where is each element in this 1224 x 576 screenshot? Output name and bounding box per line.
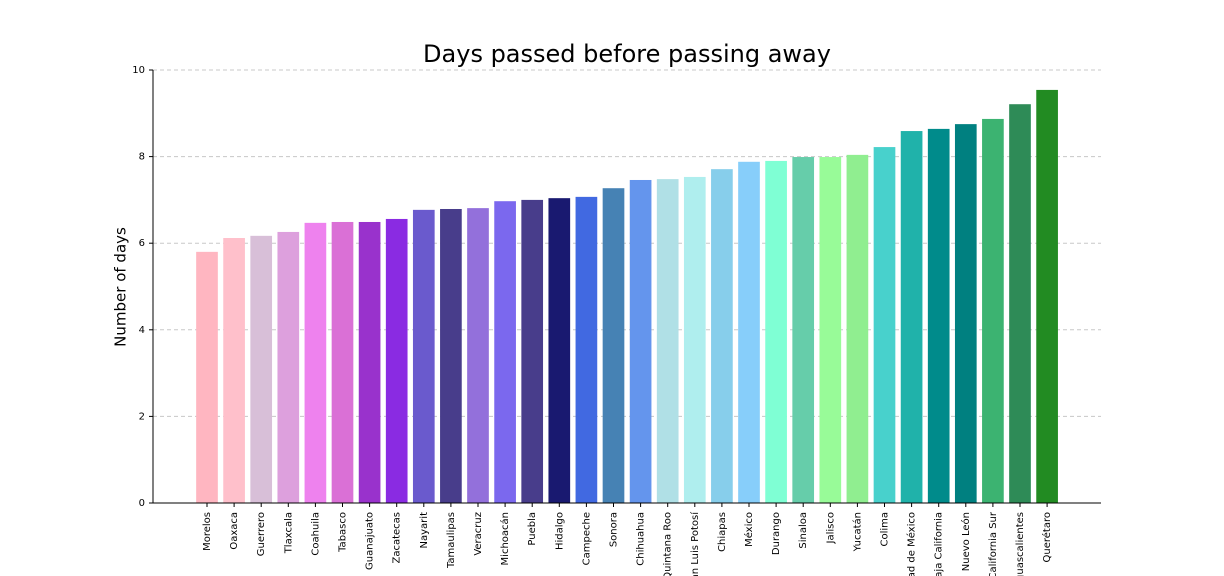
bar — [385, 218, 408, 503]
bar — [927, 128, 950, 503]
x-tick-label: Coahuila — [310, 512, 321, 556]
x-tick-label: Chiapas — [717, 512, 728, 552]
y-tick-label: 8 — [139, 152, 145, 163]
x-tick-label: Hidalgo — [554, 512, 565, 550]
y-tick-label: 4 — [139, 325, 145, 336]
bar — [196, 251, 218, 503]
x-tick-label: Oaxaca — [229, 512, 240, 550]
x-tick-label: Nayarit — [419, 512, 430, 549]
x-tick-label: Tamaulipas — [446, 512, 457, 569]
x-tick-label: México — [743, 512, 755, 547]
bar — [819, 157, 842, 503]
x-tick-label: Sinaloa — [798, 512, 809, 549]
x-tick-label: Veracruz — [473, 512, 484, 556]
bar — [792, 157, 815, 503]
x-tick-label: Ciudad de México — [906, 512, 918, 576]
x-tick-label: San Luis Potosí — [689, 511, 701, 576]
bar — [602, 188, 625, 504]
bar — [1036, 89, 1058, 503]
bar — [331, 221, 354, 503]
bar — [738, 161, 760, 503]
bar — [304, 222, 327, 503]
chart-title: Days passed before passing away — [423, 40, 831, 68]
bar — [250, 235, 273, 504]
y-axis-label: Number of days — [112, 227, 130, 347]
x-tick-label: Puebla — [527, 512, 538, 546]
x-tick-label: Michoacán — [499, 512, 511, 565]
y-tick-label: 10 — [132, 65, 145, 76]
bar — [656, 179, 679, 503]
x-tick-label: Yucatán — [851, 512, 863, 552]
x-tick-label: Nuevo León — [960, 512, 972, 571]
x-tick-label: Baja California Sur — [988, 511, 999, 576]
x-tick-label: Zacatecas — [392, 512, 403, 564]
x-tick-label: Colima — [880, 512, 891, 547]
bar — [412, 209, 435, 503]
bar — [548, 198, 571, 503]
bar — [982, 118, 1004, 503]
bar — [954, 124, 977, 503]
x-tick-label: Durango — [771, 512, 782, 555]
x-tick-label: Querétaro — [1041, 512, 1053, 562]
x-tick-label: Sonora — [609, 512, 620, 547]
x-tick-label: Aguascalientes — [1015, 512, 1026, 576]
x-tick-label: Campeche — [581, 512, 592, 565]
bar — [711, 169, 733, 504]
x-tick-label: Jalisco — [825, 512, 836, 544]
bar — [846, 154, 869, 504]
x-tick-label: Tlaxcala — [283, 512, 294, 554]
bar — [683, 176, 706, 504]
bar — [521, 199, 544, 503]
y-tick-label: 6 — [139, 238, 145, 249]
bar — [467, 208, 489, 503]
bar — [358, 221, 381, 503]
bar — [765, 160, 787, 503]
x-tick-label: Morelos — [202, 512, 213, 551]
bar — [1009, 104, 1031, 503]
bar — [223, 238, 245, 503]
bar — [873, 147, 896, 503]
x-tick-label: Quintana Roo — [663, 512, 674, 576]
x-tick-label: Tabasco — [338, 512, 349, 553]
y-tick-label: 0 — [139, 498, 145, 509]
bar — [900, 131, 923, 504]
x-tick-label: Baja California — [934, 512, 945, 576]
x-tick-label: Guerrero — [256, 512, 267, 556]
bar — [575, 196, 598, 503]
x-tick-label: Guanajuato — [365, 512, 376, 570]
bar — [440, 208, 462, 504]
x-tick-label: Chihuahua — [636, 512, 647, 566]
bar — [494, 201, 516, 503]
y-tick-label: 2 — [139, 411, 145, 422]
bar — [629, 179, 652, 503]
bar — [277, 231, 300, 503]
